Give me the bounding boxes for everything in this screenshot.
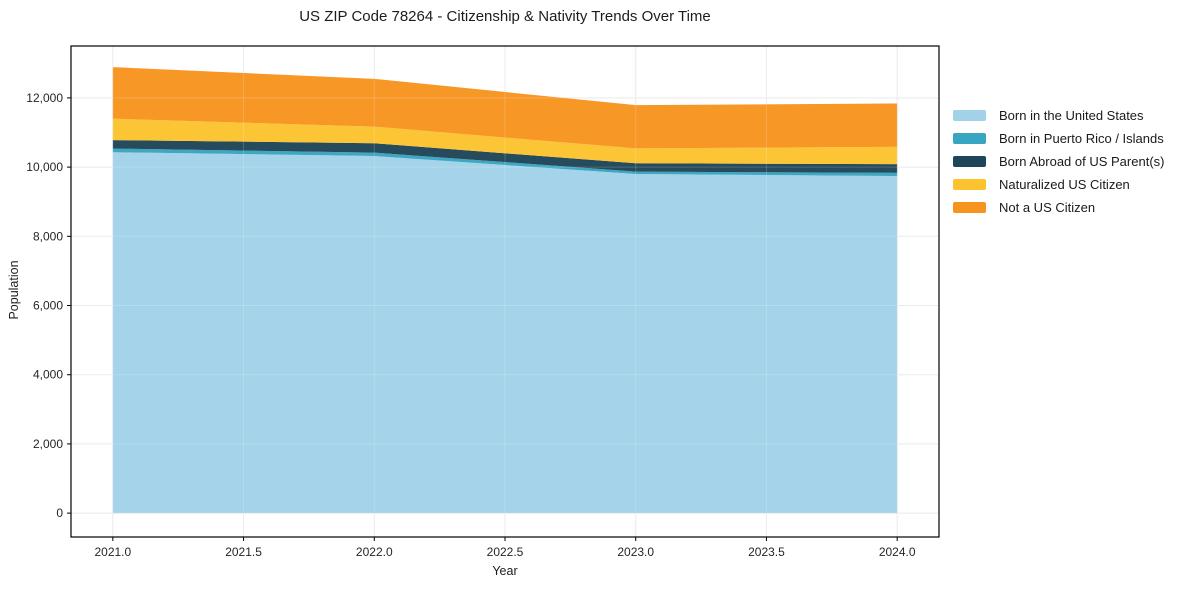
area-not-a-us-citizen — [112, 67, 898, 149]
area-naturalized-us-citizen — [112, 118, 898, 165]
legend-swatch — [953, 156, 986, 167]
area-born-in-the-united-states — [112, 152, 898, 514]
y-tick-label: 12,000 — [26, 91, 63, 105]
x-tick-label: 2022.0 — [356, 545, 393, 559]
legend-item-not-a-us-citizen: Not a US Citizen — [953, 196, 1164, 219]
legend-label: Born in Puerto Rico / Islands — [999, 131, 1164, 146]
y-tick-label: 0 — [56, 506, 63, 520]
legend-label: Naturalized US Citizen — [999, 177, 1130, 192]
chart-title: US ZIP Code 78264 - Citizenship & Nativi… — [299, 8, 711, 25]
x-axis-label: Year — [492, 564, 518, 578]
y-tick-label: 2,000 — [33, 437, 63, 451]
legend-swatch — [953, 179, 986, 190]
legend-label: Born in the United States — [999, 108, 1144, 123]
x-tick-label: 2023.5 — [748, 545, 785, 559]
x-tick-label: 2021.5 — [225, 545, 262, 559]
x-tick-label: 2022.5 — [487, 545, 524, 559]
x-tick-label: 2023.0 — [617, 545, 654, 559]
legend-swatch — [953, 133, 986, 144]
area-born-in-puerto-rico-islands — [112, 148, 898, 177]
legend-label: Born Abroad of US Parent(s) — [999, 154, 1165, 169]
legend-item-naturalized-us-citizen: Naturalized US Citizen — [953, 173, 1164, 196]
legend: Born in the United States Born in Puerto … — [953, 104, 1164, 219]
legend-swatch — [953, 110, 986, 121]
y-tick-label: 6,000 — [33, 299, 63, 313]
legend-item-born-abroad-of-us-parent-s: Born Abroad of US Parent(s) — [953, 150, 1164, 173]
y-axis-label: Population — [7, 260, 21, 320]
area-born-abroad-of-us-parent-s — [112, 140, 898, 173]
legend-label: Not a US Citizen — [999, 200, 1096, 215]
y-tick-label: 8,000 — [33, 229, 63, 243]
legend-swatch — [953, 202, 986, 213]
y-tick-label: 10,000 — [26, 160, 63, 174]
y-tick-label: 4,000 — [33, 368, 63, 382]
x-tick-label: 2021.0 — [94, 545, 131, 559]
legend-item-born-in-puerto-rico-islands: Born in Puerto Rico / Islands — [953, 127, 1164, 150]
legend-item-born-in-the-united-states: Born in the United States — [953, 104, 1164, 127]
x-tick-label: 2024.0 — [879, 545, 916, 559]
